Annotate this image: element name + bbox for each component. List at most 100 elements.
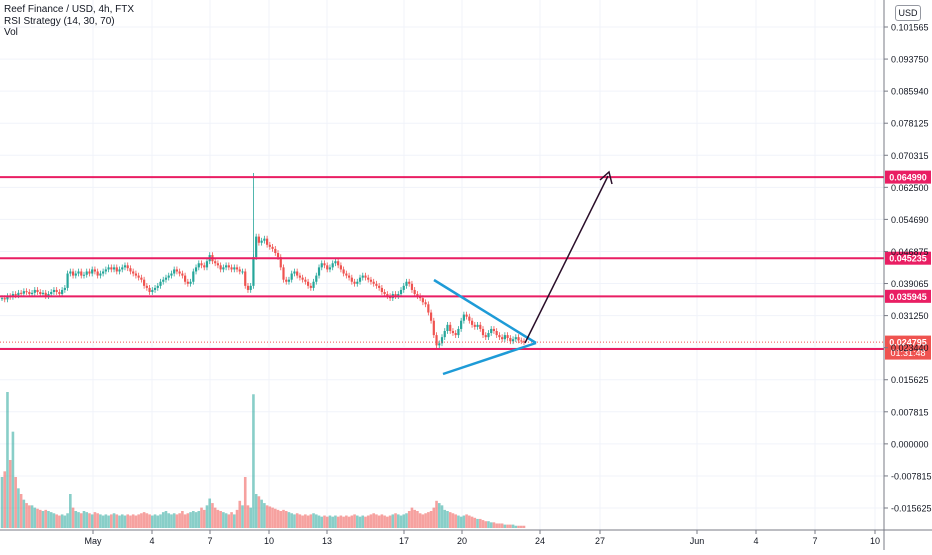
candle-body <box>222 267 225 270</box>
volume-bar <box>17 488 20 528</box>
candle-body <box>484 335 487 338</box>
candle-body <box>216 263 220 266</box>
candle-body <box>186 281 189 284</box>
candle-body <box>233 267 236 270</box>
candle-body <box>102 271 105 274</box>
currency-badge[interactable]: USD <box>895 5 921 21</box>
symbol-title[interactable]: Reef Finance / USD, 4h, FTX <box>4 4 135 15</box>
candle-body <box>22 291 25 294</box>
candle-body <box>132 271 135 274</box>
candle-body <box>167 275 170 278</box>
volume-bar <box>298 514 302 528</box>
candle-body <box>28 292 31 295</box>
volume-bar <box>416 511 419 528</box>
candle-body <box>520 340 523 342</box>
volume-label[interactable]: Vol <box>4 27 18 38</box>
candle-body <box>446 324 449 331</box>
user-drawings[interactable] <box>433 170 613 376</box>
candle-body <box>296 271 299 276</box>
volume-bar <box>380 514 384 528</box>
volume-bar <box>465 514 468 528</box>
volume-bar <box>246 505 250 528</box>
candle-body <box>121 267 124 270</box>
y-tick-label: 0.046875 <box>891 247 929 257</box>
candle-body <box>298 275 301 278</box>
volume-bar <box>6 392 9 528</box>
candle-body <box>356 281 359 284</box>
volume-bar <box>90 514 94 528</box>
volume-bar <box>276 509 280 528</box>
x-tick-label: 4 <box>753 536 758 546</box>
candle-body <box>449 324 452 331</box>
candle-body <box>421 298 424 303</box>
volume-bar <box>211 503 214 528</box>
volume-bar <box>325 516 329 528</box>
volume-bar <box>216 509 220 528</box>
candle-body <box>145 285 148 288</box>
candle-body <box>339 265 342 270</box>
candle-body <box>276 253 280 258</box>
y-tick-label: 0.039065 <box>891 279 929 289</box>
volume-bar <box>230 512 233 528</box>
volume-bar <box>28 505 31 528</box>
volume-bar <box>175 514 179 528</box>
indicator-label[interactable]: RSI Strategy (14, 30, 70) <box>4 15 115 27</box>
level-label: 0.064990 <box>889 173 927 183</box>
level-badge <box>885 251 931 265</box>
candle-body <box>107 267 110 270</box>
candle-body <box>383 292 386 295</box>
candle-body <box>451 330 455 334</box>
volume-bar <box>99 514 102 528</box>
candle-body <box>63 287 66 290</box>
volume-bar <box>257 496 261 528</box>
level-badge <box>885 170 931 184</box>
candle-body <box>470 320 474 325</box>
candle-body <box>287 279 291 282</box>
volume-bar <box>172 513 176 528</box>
volume-bar <box>440 505 444 528</box>
volume-bar <box>369 514 373 528</box>
volume-bar <box>418 513 422 528</box>
volume-bar <box>170 514 173 528</box>
candle-body <box>175 269 179 272</box>
volume-bar <box>405 513 408 528</box>
volume-bar <box>178 513 181 528</box>
candle-body <box>55 289 58 293</box>
volume-bar <box>60 514 64 528</box>
volume-bar <box>33 507 37 528</box>
candle-body <box>25 291 28 293</box>
volume-bar <box>377 515 381 528</box>
candle-body <box>424 302 427 305</box>
volume-bar <box>235 509 239 528</box>
candle-body <box>293 271 296 274</box>
candle-body <box>367 277 370 280</box>
candle-body <box>315 275 318 282</box>
volume-bar <box>118 515 121 528</box>
candle-body <box>380 287 383 293</box>
candle-body <box>118 269 121 272</box>
projection-arrow-line <box>524 175 609 344</box>
volume-bar <box>478 518 482 528</box>
horizontal-levels[interactable]: 0.0649900.0452350.0359450.0231050.024795… <box>0 170 931 360</box>
volume-bar <box>148 514 151 528</box>
volume-bar <box>273 508 277 528</box>
y-tick-label: 0.093750 <box>891 55 929 65</box>
y-tick-label: 0.007815 <box>891 407 929 417</box>
volume-bar <box>19 494 23 528</box>
volume-bar <box>489 522 493 528</box>
volume-bar <box>514 525 518 528</box>
x-tick-label: 13 <box>322 536 332 546</box>
y-tick-label: -0.015625 <box>891 504 932 514</box>
x-tick-label: 7 <box>207 536 212 546</box>
volume-bar <box>192 511 195 528</box>
candle-body <box>397 294 400 297</box>
volume-bar <box>3 471 7 528</box>
volume-bar <box>511 524 515 528</box>
candle-body <box>173 269 176 274</box>
candle-body <box>443 330 446 338</box>
candle-body <box>268 244 271 247</box>
candle-body <box>326 265 329 270</box>
volume-bar <box>517 525 520 528</box>
